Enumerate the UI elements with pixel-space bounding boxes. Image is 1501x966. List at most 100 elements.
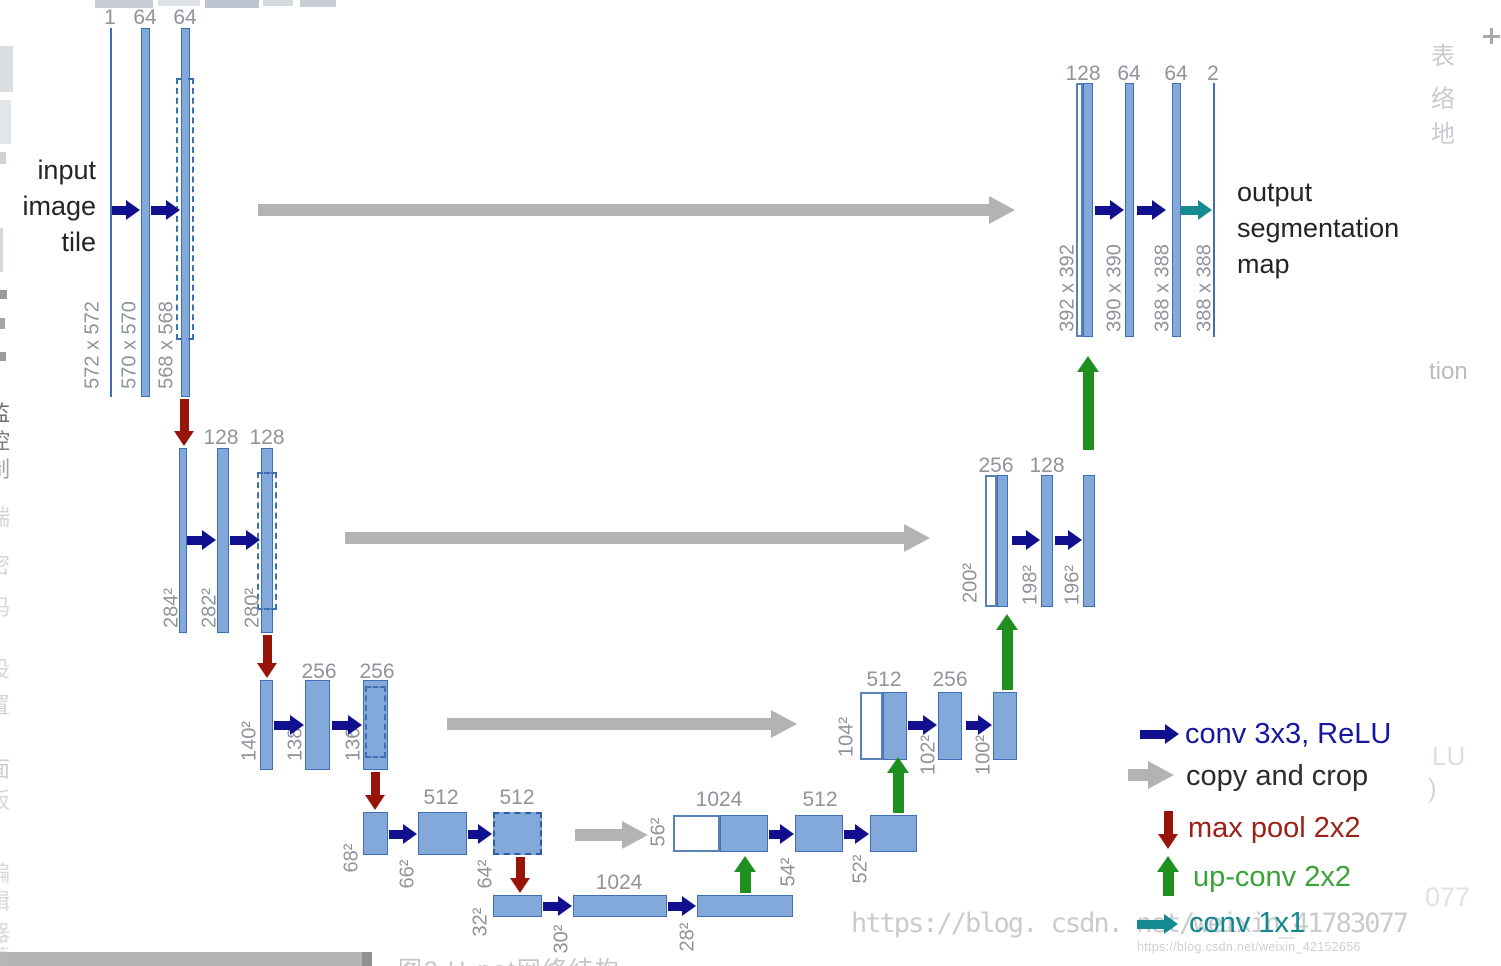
output-label-line1: output xyxy=(1237,177,1313,207)
conv-arrow xyxy=(543,901,560,911)
conv-arrow xyxy=(923,715,937,735)
max-pool-arrow xyxy=(370,772,380,796)
background-fragment xyxy=(0,952,372,966)
legend-conv3x3-label: conv 3x3, ReLU xyxy=(1185,718,1392,750)
feature-map-bar xyxy=(1172,83,1181,337)
feature-map-bar xyxy=(181,28,190,397)
watermark-csdn-small: https://blog.csdn.net/weixin_42152656 xyxy=(1137,940,1361,954)
size-label: 390 x 390 xyxy=(1103,244,1126,332)
size-label: 68² xyxy=(340,843,363,873)
feature-map-bar xyxy=(261,448,273,633)
watermark-ghost-paren: ) xyxy=(1428,773,1437,803)
feature-map-line xyxy=(110,28,112,397)
size-label: 388 x 388 xyxy=(1151,244,1174,332)
channels-label: 128 xyxy=(203,426,239,449)
conv-arrow xyxy=(348,715,362,735)
conv-arrow xyxy=(389,829,405,839)
feature-map-bar xyxy=(997,475,1008,607)
output-label-line2: segmentation xyxy=(1237,213,1400,243)
feature-map-bar xyxy=(141,28,150,397)
channels-label: 64 xyxy=(173,6,197,29)
figure-caption: 图2 U-net网络结构 xyxy=(398,950,621,966)
edge-watermark-char: 密 xyxy=(0,548,10,580)
size-label: 196² xyxy=(1061,564,1084,606)
background-fragment xyxy=(1490,28,1493,44)
channels-label: 1024 xyxy=(695,788,743,811)
conv-arrow xyxy=(1165,724,1179,744)
conv-arrow xyxy=(855,824,869,844)
size-label: 388 x 388 xyxy=(1193,244,1216,332)
edge-watermark-char: 板 xyxy=(0,783,10,815)
legend-copy-crop-label: copy and crop xyxy=(1186,760,1369,792)
up-conv-arrow xyxy=(887,757,909,773)
conv-arrow xyxy=(1095,205,1112,215)
max-pool-arrow xyxy=(510,878,530,893)
legend-maxpool-label: max pool 2x2 xyxy=(1188,812,1361,844)
channels-label: 128 xyxy=(249,426,285,449)
watermark-csdn-large: https://blog. csdn. net/weixin_41783077 xyxy=(851,908,1409,939)
channels-label: 2 xyxy=(1207,62,1219,85)
conv-arrow xyxy=(332,720,350,730)
up-conv-arrow xyxy=(1157,856,1179,872)
size-label: 280² xyxy=(241,587,264,629)
conv-arrow xyxy=(1026,530,1040,550)
copy-crop-arrow xyxy=(447,718,773,730)
up-conv-arrow xyxy=(739,871,751,893)
conv-arrow xyxy=(558,896,572,916)
edge-watermark-char: 码 xyxy=(0,590,10,622)
size-label: 28² xyxy=(676,922,699,952)
conv-arrow xyxy=(290,715,304,735)
size-label: 570 x 570 xyxy=(118,301,141,389)
size-label: 104² xyxy=(835,716,858,758)
edge-watermark-char: 置 xyxy=(0,688,10,720)
watermark-ghost-lu: LU xyxy=(1432,741,1466,771)
background-fragment xyxy=(263,0,293,6)
up-conv-arrow xyxy=(1082,371,1094,450)
conv1x1-arrow xyxy=(1198,200,1212,220)
copy-crop-arrow xyxy=(1148,761,1174,789)
copy-crop-arrow xyxy=(771,710,797,738)
feature-map-bar xyxy=(363,680,388,770)
conv-arrow xyxy=(166,200,180,220)
feature-map-bar xyxy=(260,680,273,770)
edge-watermark-char: 设 xyxy=(0,652,10,684)
copy-crop-dashed-box xyxy=(365,686,386,758)
input-label-line2: image xyxy=(22,191,96,221)
up-conv-arrow xyxy=(996,614,1018,630)
max-pool-arrow xyxy=(515,857,525,879)
size-label: 198² xyxy=(1019,564,1042,606)
max-pool-arrow xyxy=(174,431,194,446)
feature-map-white-bar xyxy=(673,815,720,852)
conv-arrow xyxy=(1152,200,1166,220)
up-conv-arrow xyxy=(892,772,904,813)
background-fragment xyxy=(158,0,200,6)
legend-conv1x1-label: conv 1x1 xyxy=(1189,907,1306,939)
edge-watermark-char: 编 xyxy=(0,856,10,888)
conv-arrow xyxy=(682,896,696,916)
channels-label: 256 xyxy=(932,668,968,691)
edge-watermark-char: 器 xyxy=(0,916,10,948)
size-label: 52² xyxy=(849,854,872,884)
feature-map-bar xyxy=(697,895,793,917)
feature-map-bar xyxy=(1041,475,1053,607)
copy-crop-arrow xyxy=(1128,769,1150,781)
conv-arrow xyxy=(246,530,260,550)
conv-arrow xyxy=(668,901,684,911)
watermark-ghost-077: 077 xyxy=(1425,882,1471,912)
feature-map-white-bar xyxy=(985,475,997,607)
conv-arrow xyxy=(966,720,980,730)
feature-map-bar xyxy=(493,895,542,917)
size-label: 56² xyxy=(647,817,670,847)
feature-map-bar xyxy=(217,448,229,633)
conv-arrow xyxy=(202,530,216,550)
feature-map-line xyxy=(1213,83,1215,337)
conv-arrow xyxy=(780,824,794,844)
channels-label: 1024 xyxy=(595,871,643,894)
conv-arrow xyxy=(478,824,492,844)
input-image-tile-label: input image tile xyxy=(8,152,96,260)
conv-arrow xyxy=(844,829,857,839)
channels-label: 256 xyxy=(978,454,1014,477)
edge-watermark-char: 端 xyxy=(0,500,10,532)
feature-map-bar xyxy=(573,895,667,917)
